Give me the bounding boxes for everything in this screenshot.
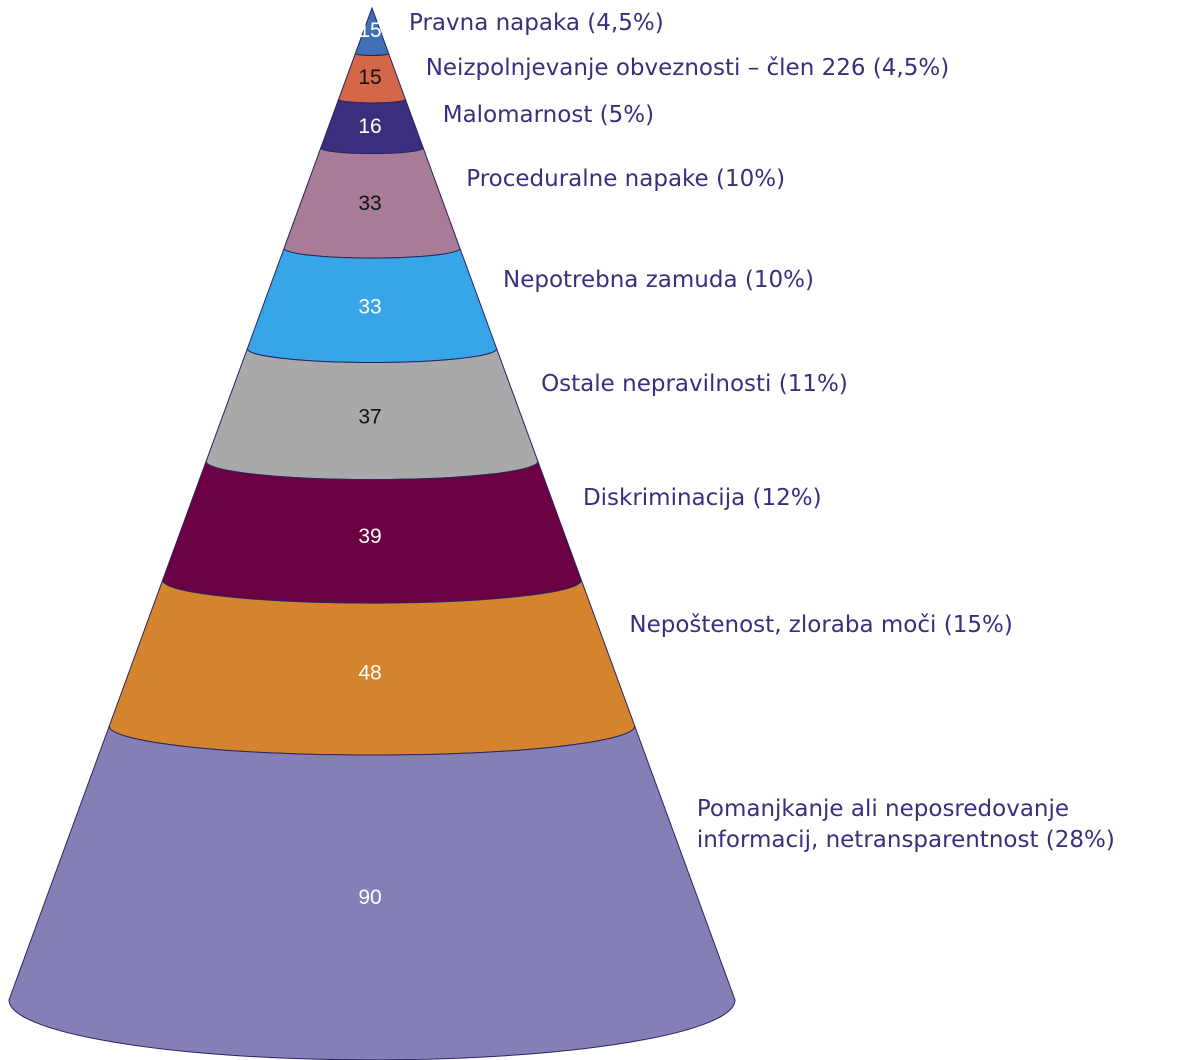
category-label: Proceduralne napake (10%) (466, 166, 786, 193)
value-label: 39 (358, 525, 381, 548)
value-label: 15 (358, 66, 381, 89)
category-label: Neizpolnjevanje obveznosti – člen 226 (4… (425, 55, 950, 82)
value-label: 37 (358, 405, 381, 428)
value-label: 48 (358, 661, 381, 684)
value-label: 33 (358, 192, 381, 215)
value-label: 33 (358, 296, 381, 319)
category-label: Pravna napaka (4,5%) (409, 9, 664, 36)
category-label: Malomarnost (5%) (442, 101, 655, 128)
value-label: 90 (358, 886, 381, 909)
cone-segment (8, 725, 736, 1060)
category-label: Diskriminacija (12%) (582, 485, 822, 511)
category-label: Nepotrebna zamuda (10%) (502, 266, 814, 293)
value-label: 15 (358, 19, 381, 42)
value-label: 16 (358, 115, 381, 138)
category-label: Pomanjkanje ali neposredovanje informaci… (696, 796, 1115, 854)
category-label: Ostale nepravilnosti (11%) (541, 370, 848, 397)
category-label: Nepoštenost, zloraba moči (15%) (629, 611, 1013, 638)
